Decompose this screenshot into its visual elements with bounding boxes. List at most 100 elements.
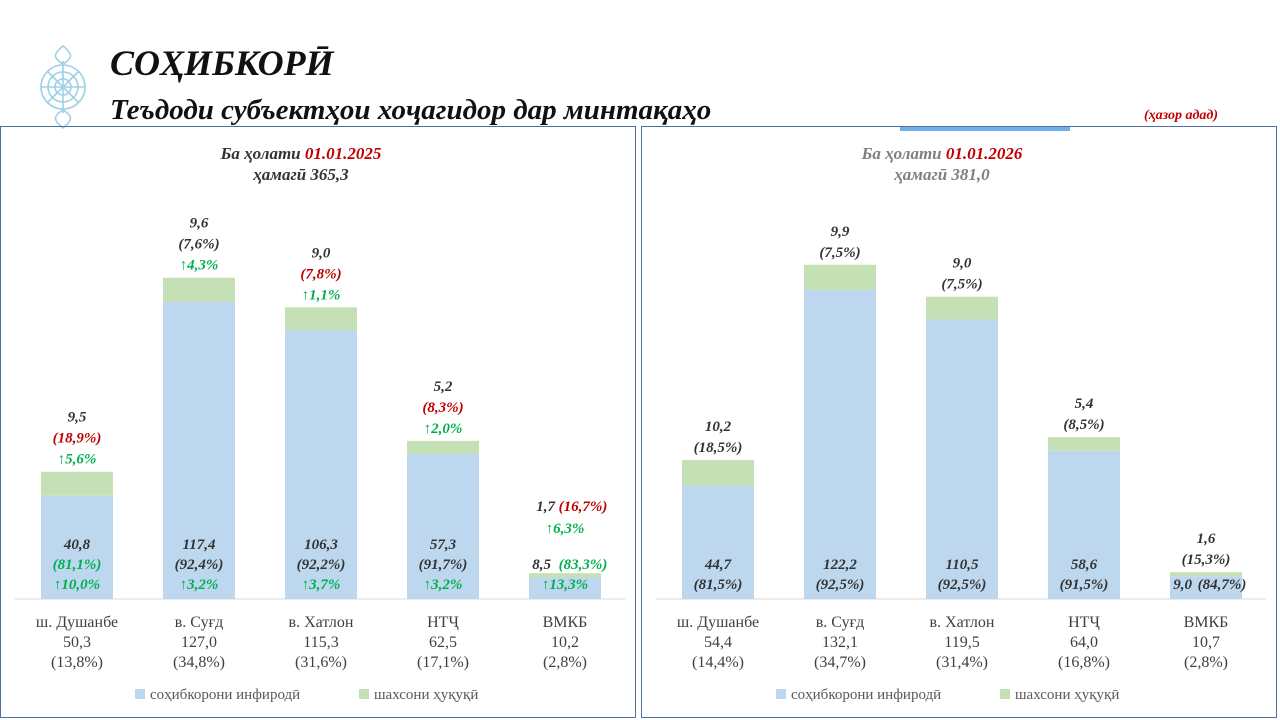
bar-legal-share: (7,5%) [819, 245, 860, 261]
category-total: 62,5 [429, 634, 457, 651]
legend-individual-label: соҳибкорони инфиродӣ [150, 687, 300, 703]
bar-individual-value: 57,3 [430, 537, 457, 553]
bar-legal-growth: ↑2,0% [424, 421, 463, 437]
chart-total: ҳамагӣ 365,3 [252, 165, 349, 184]
category-share: (31,4%) [936, 654, 988, 671]
category-label: в. Суғд [175, 614, 224, 631]
category-label: НТҶ [1068, 614, 1100, 631]
bar-individual-share: (92,2%) [297, 557, 346, 573]
bar-legal-value: 5,2 [434, 379, 453, 395]
chart-title-label: Ба ҳолати [220, 144, 305, 163]
bar-individual-value: 122,2 [823, 557, 857, 573]
bar-legal [41, 471, 113, 496]
bar-legal-growth: ↑4,3% [180, 258, 219, 274]
bar-individual [1170, 576, 1242, 599]
bar-legal-share: (7,8%) [300, 266, 341, 282]
category-total: 64,0 [1070, 634, 1098, 651]
unit-note: (ҳазор адад) [1144, 108, 1218, 123]
bar-legal-growth: ↑5,6% [58, 452, 97, 468]
bar-individual-value: 44,7 [704, 557, 732, 573]
category-label: в. Хатлон [930, 614, 995, 631]
bar-individual-value: 106,3 [304, 537, 338, 553]
bar-individual-value: 58,6 [1071, 557, 1098, 573]
bar-individual [407, 454, 479, 599]
bar-legal [529, 573, 601, 578]
bar-individual [1048, 450, 1120, 599]
category-share: (31,6%) [295, 654, 347, 671]
page-subtitle: Теъдоди субъектҳои хоҷагидор дар минтақа… [110, 94, 712, 126]
bar-individual-share: (84,7%) [1198, 577, 1247, 593]
bar-legal-value: 9,6 [190, 216, 209, 232]
bar-legal-share: (15,3%) [1182, 552, 1231, 568]
category-total: 10,7 [1192, 634, 1220, 651]
bar-individual-share: (92,4%) [175, 557, 224, 573]
bar-legal-growth: ↑6,3% [546, 521, 585, 537]
category-label: ш. Душанбе [677, 614, 759, 631]
chart-title: Ба ҳолати 01.01.2025 [220, 144, 382, 163]
bar-legal [163, 277, 235, 302]
bar-individual-value: 8,5 [532, 557, 551, 573]
bar-legal [285, 307, 357, 331]
bar-individual [926, 319, 998, 599]
chart-total: ҳамагӣ 381,0 [893, 165, 990, 184]
bar-legal-value: 1,6 [1197, 531, 1216, 547]
bar-individual-value: 9,0 [1173, 577, 1192, 593]
bar-individual [804, 289, 876, 599]
bar-individual [285, 330, 357, 599]
category-share: (34,7%) [814, 654, 866, 671]
bar-legal-share: (8,3%) [422, 400, 463, 416]
category-total: 119,5 [944, 634, 979, 651]
legend-legal-label: шахсони ҳуқуқӣ [374, 687, 478, 703]
bar-individual-growth: ↑3,2% [180, 577, 219, 593]
bar-legal [682, 460, 754, 486]
category-share: (13,8%) [51, 654, 103, 671]
bar-individual-share: (81,5%) [694, 577, 743, 593]
bar-individual [529, 577, 601, 599]
bar-individual-share: (83,3%) [559, 557, 608, 573]
bar-individual-share: (91,5%) [1060, 577, 1109, 593]
chart-title-date: 01.01.2025 [305, 144, 382, 163]
chart-panel-2026: Ба ҳолати 01.01.2026 ҳамагӣ 381,0 44,7 (81,… [641, 126, 1277, 718]
bar-legal-value: 10,2 [705, 419, 732, 435]
chart-title-label: Ба ҳолати [861, 144, 946, 163]
category-share: (34,8%) [173, 654, 225, 671]
ornament-logo-icon [40, 44, 86, 130]
category-share: (17,1%) [417, 654, 469, 671]
category-label: ш. Душанбе [36, 614, 118, 631]
bar-legal [926, 296, 998, 320]
bar-individual-share: (81,1%) [53, 557, 102, 573]
bar-legal-share: (18,9%) [53, 431, 102, 447]
bar-individual-value: 110,5 [946, 557, 979, 573]
bar-individual-growth: ↑13,3% [542, 577, 588, 593]
chart-title-date: 01.01.2026 [946, 144, 1023, 163]
category-label: в. Хатлон [289, 614, 354, 631]
category-total: 127,0 [181, 634, 217, 651]
chart-2025: Ба ҳолати 01.01.2025 ҳамагӣ 365,3 40,8 (81,… [15, 144, 625, 703]
legend-individual-label: соҳибкорони инфиродӣ [791, 687, 941, 703]
bar-individual-share: (92,5%) [938, 577, 987, 593]
bar-legal-value: 1,7 [536, 499, 555, 515]
bar-legal [1048, 437, 1120, 451]
category-total: 50,3 [63, 634, 91, 651]
category-share: (14,4%) [692, 654, 744, 671]
bar-legal-value: 9,9 [831, 224, 850, 240]
bar-legal-share: (8,5%) [1063, 417, 1104, 433]
bar-legal [407, 440, 479, 455]
chart-2026: Ба ҳолати 01.01.2026 ҳамагӣ 381,0 44,7 (81,… [656, 144, 1266, 703]
legend-individual-swatch [776, 689, 786, 699]
bar-individual [682, 485, 754, 599]
category-share: (2,8%) [543, 654, 587, 671]
bar-individual-value: 40,8 [63, 537, 91, 553]
legend-legal-swatch [1000, 689, 1010, 699]
bar-legal [804, 264, 876, 290]
chart-panel-2025: Ба ҳолати 01.01.2025 ҳамагӣ 365,3 40,8 (81,… [0, 126, 636, 718]
category-share: (16,8%) [1058, 654, 1110, 671]
bar-legal-share: (7,5%) [941, 277, 982, 293]
bar-individual-share: (92,5%) [816, 577, 865, 593]
bar-individual-growth: ↑3,7% [302, 577, 341, 593]
bar-legal-value: 9,5 [68, 410, 87, 426]
category-total: 10,2 [551, 634, 579, 651]
bar-individual-value: 117,4 [183, 537, 216, 553]
category-total: 132,1 [822, 634, 858, 651]
bar-individual [41, 495, 113, 599]
